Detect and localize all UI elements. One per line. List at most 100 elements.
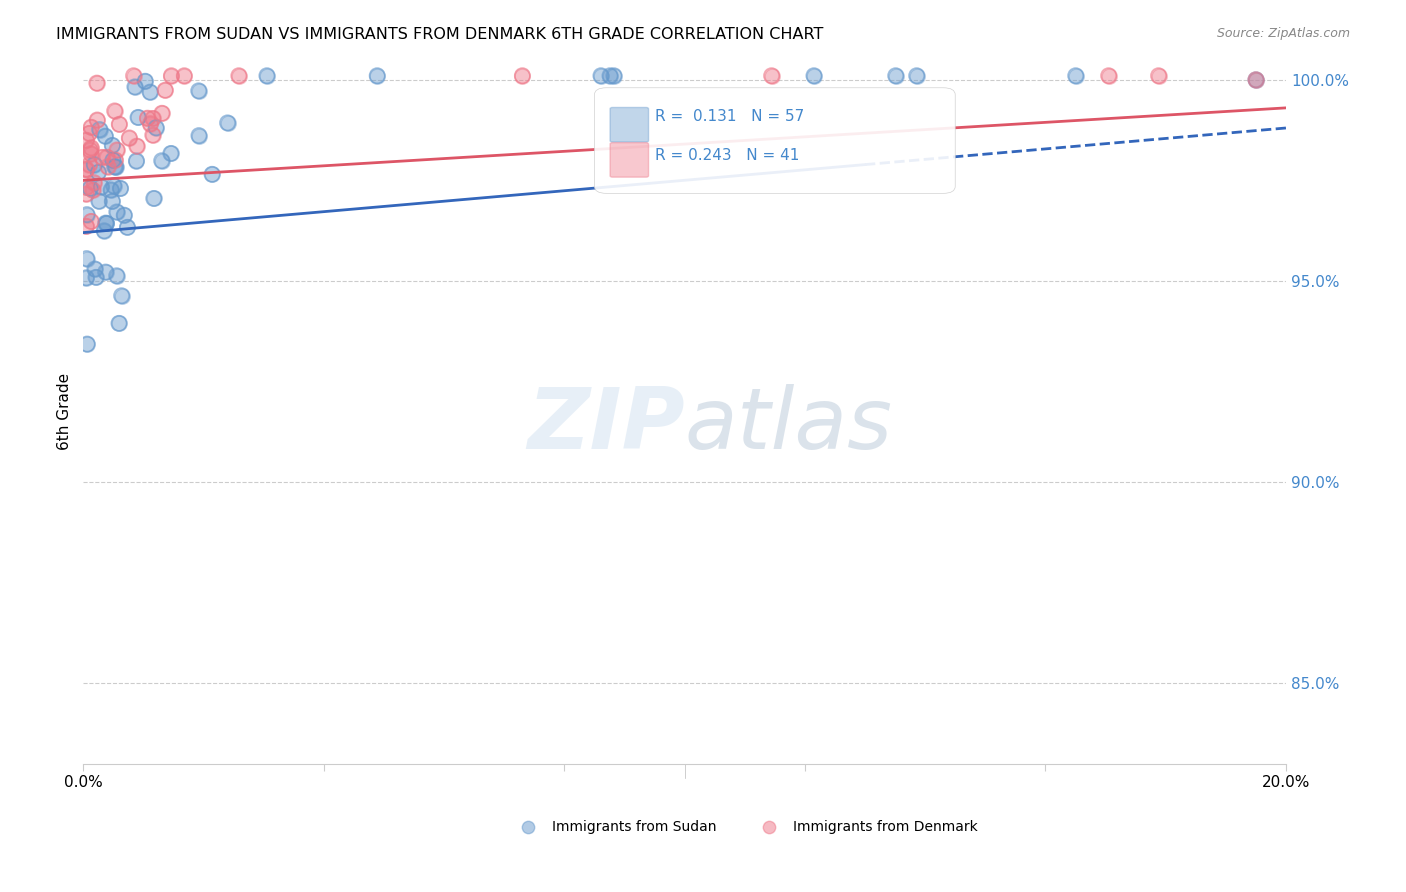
Point xyxy=(142,128,165,142)
Immigrants from Sudan xyxy=(125,153,148,168)
Immigrants from Sudan xyxy=(217,116,239,130)
Point xyxy=(761,69,783,83)
Immigrants from Denmark xyxy=(75,161,97,176)
Immigrants from Sudan xyxy=(117,220,139,235)
Text: ZIP: ZIP xyxy=(527,384,685,467)
Point xyxy=(104,160,127,174)
Immigrants from Sudan xyxy=(142,191,165,205)
Immigrants from Denmark xyxy=(1244,72,1267,87)
Immigrants from Denmark xyxy=(173,69,195,83)
Point xyxy=(125,139,148,153)
Immigrants from Sudan xyxy=(256,69,278,83)
Immigrants from Sudan xyxy=(124,79,146,94)
Point xyxy=(603,69,626,83)
Point xyxy=(139,117,162,131)
Immigrants from Sudan xyxy=(100,183,122,197)
Immigrants from Sudan xyxy=(134,74,156,88)
Immigrants from Sudan xyxy=(803,69,825,83)
Point xyxy=(87,165,110,179)
Point xyxy=(79,143,101,157)
Immigrants from Denmark xyxy=(75,162,97,177)
Immigrants from Sudan xyxy=(76,208,98,222)
Point xyxy=(83,261,105,276)
Immigrants from Sudan xyxy=(104,160,127,174)
Immigrants from Denmark xyxy=(80,214,103,228)
Text: Immigrants from Denmark: Immigrants from Denmark xyxy=(793,820,977,834)
Immigrants from Sudan xyxy=(101,194,124,209)
Point xyxy=(112,208,135,222)
Immigrants from Sudan xyxy=(76,337,98,351)
Immigrants from Sudan xyxy=(83,261,105,276)
FancyBboxPatch shape xyxy=(610,107,648,142)
Immigrants from Denmark xyxy=(79,157,101,171)
Immigrants from Denmark xyxy=(91,150,114,164)
Point xyxy=(187,84,209,98)
Point xyxy=(101,194,124,209)
Point xyxy=(1097,69,1119,83)
Immigrants from Sudan xyxy=(110,289,132,303)
Point xyxy=(127,111,149,125)
Immigrants from Denmark xyxy=(512,69,534,83)
Point xyxy=(80,214,103,228)
Point xyxy=(599,69,621,83)
Immigrants from Denmark xyxy=(97,160,120,174)
Point xyxy=(150,106,173,120)
Point xyxy=(803,69,825,83)
Immigrants from Sudan xyxy=(1244,72,1267,87)
Immigrants from Denmark xyxy=(80,146,103,161)
Immigrants from Denmark xyxy=(108,117,131,131)
Immigrants from Denmark xyxy=(1097,69,1119,83)
Immigrants from Denmark xyxy=(82,183,104,197)
Point xyxy=(87,194,110,209)
Point xyxy=(108,117,131,131)
Point xyxy=(91,150,114,164)
Point xyxy=(86,76,108,90)
Immigrants from Sudan xyxy=(75,270,97,285)
Immigrants from Denmark xyxy=(80,120,103,135)
Immigrants from Denmark xyxy=(75,133,97,147)
Immigrants from Sudan xyxy=(159,146,181,161)
Text: Source: ZipAtlas.com: Source: ZipAtlas.com xyxy=(1216,27,1350,40)
Point xyxy=(89,122,111,136)
Immigrants from Denmark xyxy=(105,143,128,157)
Point xyxy=(217,116,239,130)
Text: R = 0.243   N = 41: R = 0.243 N = 41 xyxy=(655,147,799,162)
Point xyxy=(94,216,117,230)
Point xyxy=(134,74,156,88)
Point xyxy=(104,103,127,118)
Point xyxy=(76,337,98,351)
Point xyxy=(118,131,141,145)
Point xyxy=(1147,69,1170,83)
Point xyxy=(75,162,97,177)
Point xyxy=(94,129,117,144)
Point xyxy=(75,270,97,285)
Point xyxy=(142,191,165,205)
Point xyxy=(125,153,148,168)
Point xyxy=(97,160,120,174)
Immigrants from Sudan xyxy=(905,69,928,83)
Text: R =  0.131   N = 57: R = 0.131 N = 57 xyxy=(655,109,804,124)
Immigrants from Sudan xyxy=(76,252,98,266)
Point xyxy=(76,208,98,222)
Text: IMMIGRANTS FROM SUDAN VS IMMIGRANTS FROM DENMARK 6TH GRADE CORRELATION CHART: IMMIGRANTS FROM SUDAN VS IMMIGRANTS FROM… xyxy=(56,27,824,42)
Immigrants from Sudan xyxy=(87,194,110,209)
Point xyxy=(110,289,132,303)
Immigrants from Sudan xyxy=(101,138,124,153)
Point xyxy=(136,111,159,125)
Point xyxy=(122,69,145,83)
Point xyxy=(76,252,98,266)
Point xyxy=(117,220,139,235)
Immigrants from Denmark xyxy=(118,131,141,145)
Point xyxy=(90,179,112,194)
Immigrants from Sudan xyxy=(105,205,128,219)
Point xyxy=(79,157,101,171)
Immigrants from Sudan xyxy=(89,122,111,136)
Immigrants from Denmark xyxy=(96,150,118,164)
Point xyxy=(1244,72,1267,87)
Immigrants from Denmark xyxy=(75,219,97,234)
Immigrants from Sudan xyxy=(187,128,209,143)
Immigrants from Sudan xyxy=(187,84,209,98)
Immigrants from Denmark xyxy=(86,76,108,90)
Immigrants from Sudan xyxy=(90,179,112,194)
Point xyxy=(80,141,103,155)
